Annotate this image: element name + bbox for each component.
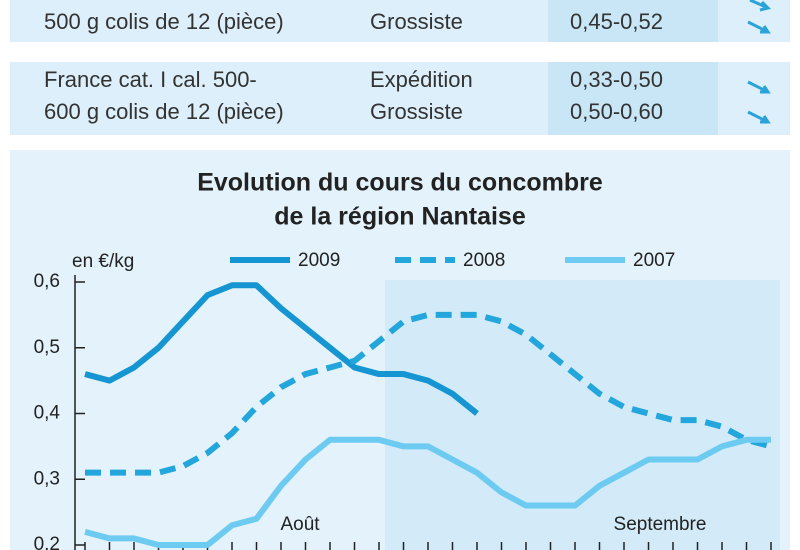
- y-tick-label: 0,4: [34, 403, 61, 424]
- legend-label: 2009: [298, 250, 340, 271]
- text: 500 g colis de 12 (pièce): [44, 9, 284, 34]
- price: 0,33-0,50 0,50-0,60: [570, 64, 663, 128]
- text: France cat. I cal. 500-: [44, 67, 257, 92]
- price-column: [548, 0, 718, 135]
- stage: Expédition Grossiste: [370, 64, 473, 128]
- text: Grossiste: [370, 99, 463, 124]
- product: 500 g colis de 12 (pièce): [44, 6, 284, 38]
- row-separator: [10, 42, 790, 62]
- price: 0,45-0,52: [570, 6, 663, 38]
- y-tick-label: 0,5: [34, 337, 60, 358]
- text: 600 g colis de 12 (pièce): [44, 99, 284, 124]
- month-band: [385, 280, 780, 550]
- y-axis-label: en €/kg: [72, 251, 134, 272]
- chart-title: Evolution du cours du concombre: [197, 169, 603, 197]
- annotation: Août: [280, 514, 320, 535]
- text: Expédition: [370, 67, 473, 92]
- y-tick-label: 0,3: [34, 468, 60, 489]
- series-line: [85, 311, 772, 476]
- text: Grossiste: [370, 9, 463, 34]
- annotation: Septembre: [614, 514, 707, 535]
- text: 0,45-0,52: [570, 9, 663, 34]
- legend-label: 2008: [463, 250, 505, 271]
- chart-title: de la région Nantaise: [274, 203, 526, 231]
- y-tick-label: 0,2: [34, 534, 60, 550]
- series-line: [84, 282, 479, 416]
- legend-label: 2007: [633, 250, 675, 271]
- text: 0,33-0,50: [570, 67, 663, 92]
- text: 0,50-0,60: [570, 99, 663, 124]
- y-tick-label: 0,6: [34, 271, 60, 292]
- trend-arrows: [747, 0, 771, 124]
- product: France cat. I cal. 500- 600 g colis de 12…: [44, 64, 284, 128]
- series-line: [84, 436, 771, 548]
- stage: Grossiste: [370, 6, 463, 38]
